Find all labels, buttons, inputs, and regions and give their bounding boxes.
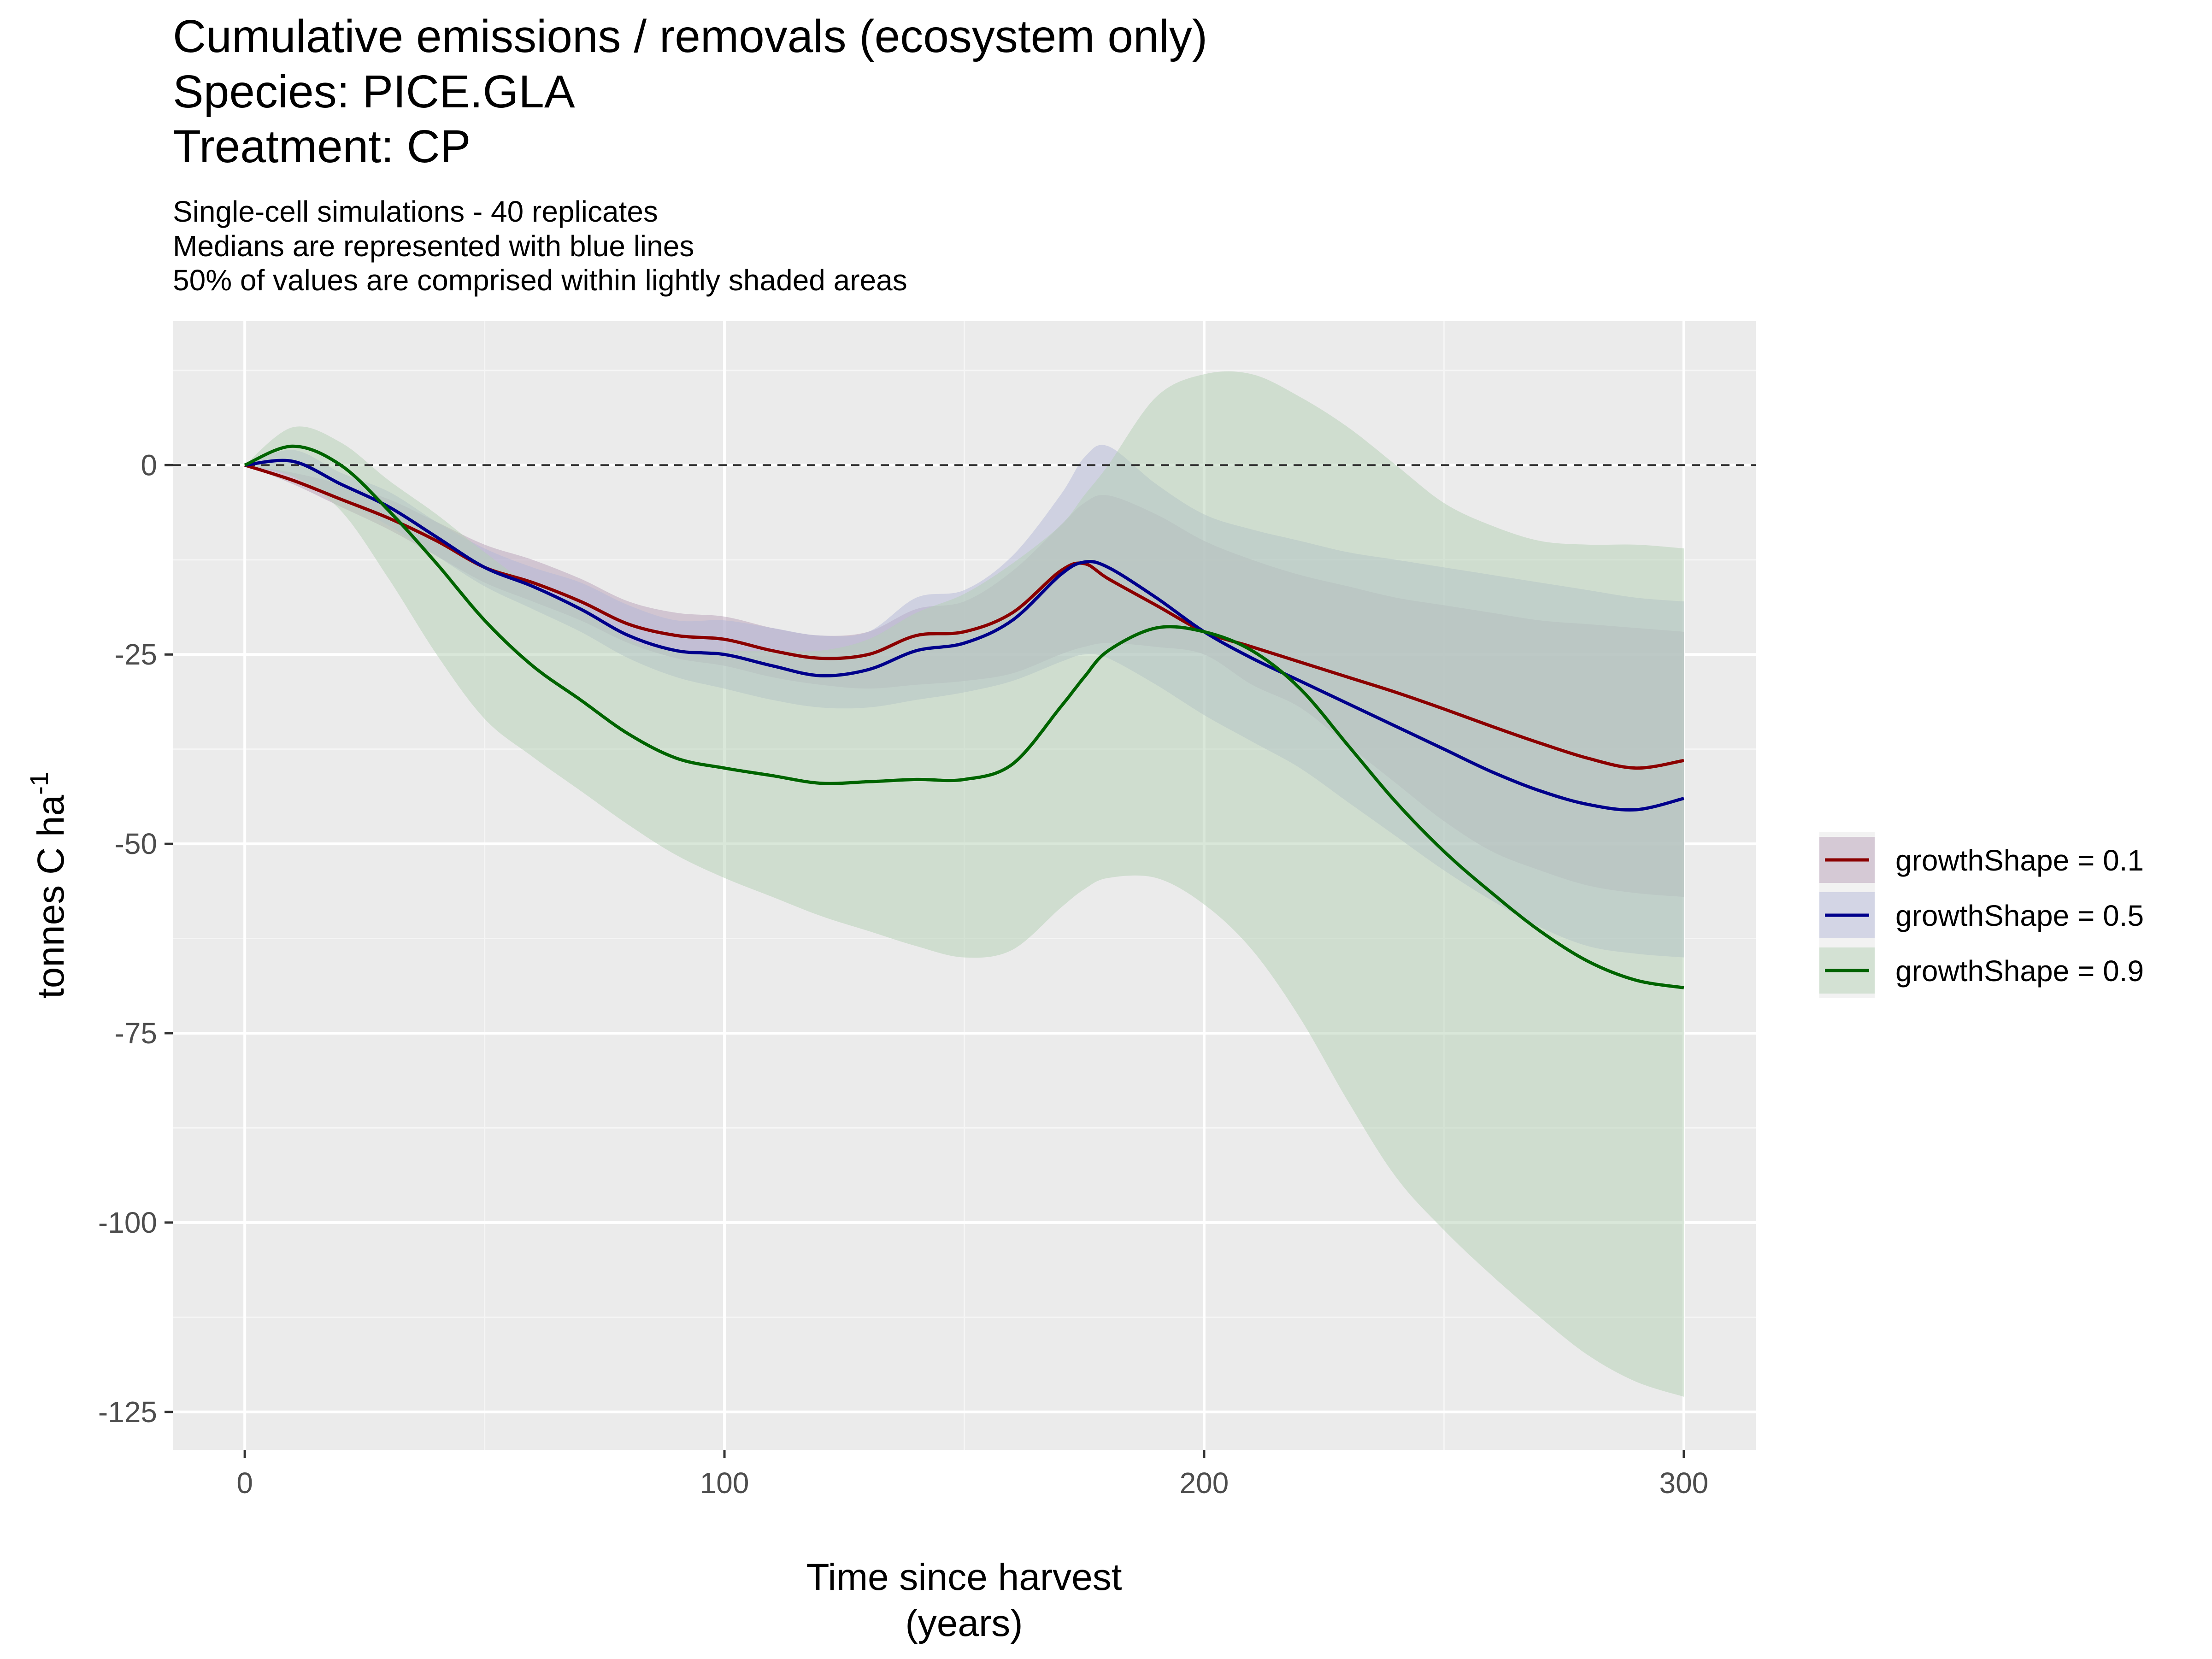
chart-title-line-3: Treatment: CP — [173, 121, 471, 172]
legend-label: growthShape = 0.1 — [1895, 844, 2144, 877]
y-tick-label: -75 — [115, 1017, 158, 1050]
y-tick-label: -25 — [115, 638, 158, 671]
median-line-2 — [244, 459, 1684, 812]
quartile-band-3 — [245, 371, 1684, 1397]
y-tick-label: -100 — [98, 1206, 157, 1239]
chart-title-line-2: Species: PICE.GLA — [173, 66, 575, 118]
y-axis: 0 -25 -50 -75 -100 -125 — [98, 448, 173, 1429]
y-tick-label: -125 — [98, 1395, 157, 1429]
y-axis-title-superscript: -1 — [24, 772, 53, 795]
x-tick-label: 300 — [1659, 1466, 1708, 1500]
legend-label: growthShape = 0.9 — [1895, 954, 2144, 988]
x-axis-title-line-1: Time since harvest — [806, 1556, 1122, 1598]
chart-subtitle: Single-cell simulations - 40 replicates … — [173, 195, 907, 297]
chart-subtitle-line-1: Single-cell simulations - 40 replicates — [173, 195, 658, 228]
x-tick-label: 0 — [236, 1466, 253, 1500]
chart-subtitle-line-3: 50% of values are comprised within light… — [173, 264, 907, 297]
chart-title-line-1: Cumulative emissions / removals (ecosyst… — [173, 11, 1207, 62]
median-line-3 — [244, 444, 1684, 989]
x-tick-label: 200 — [1180, 1466, 1229, 1500]
y-axis-title-main: tonnes C ha — [30, 794, 72, 999]
y-tick-label: 0 — [141, 448, 157, 482]
median-lines — [244, 444, 1684, 989]
y-axis-title: tonnes C ha-1 — [24, 772, 72, 999]
x-axis: 0 100 200 300 — [236, 1450, 1708, 1500]
legend: growthShape = 0.1 growthShape = 0.5 growth… — [1819, 832, 2144, 998]
x-axis-title-line-2: (years) — [905, 1602, 1023, 1644]
y-tick-label: -50 — [115, 827, 158, 860]
legend-label: growthShape = 0.5 — [1895, 899, 2144, 932]
chart-subtitle-line-2: Medians are represented with blue lines — [173, 229, 694, 263]
x-tick-label: 100 — [700, 1466, 749, 1500]
chart-title: Cumulative emissions / removals (ecosyst… — [173, 11, 1207, 172]
